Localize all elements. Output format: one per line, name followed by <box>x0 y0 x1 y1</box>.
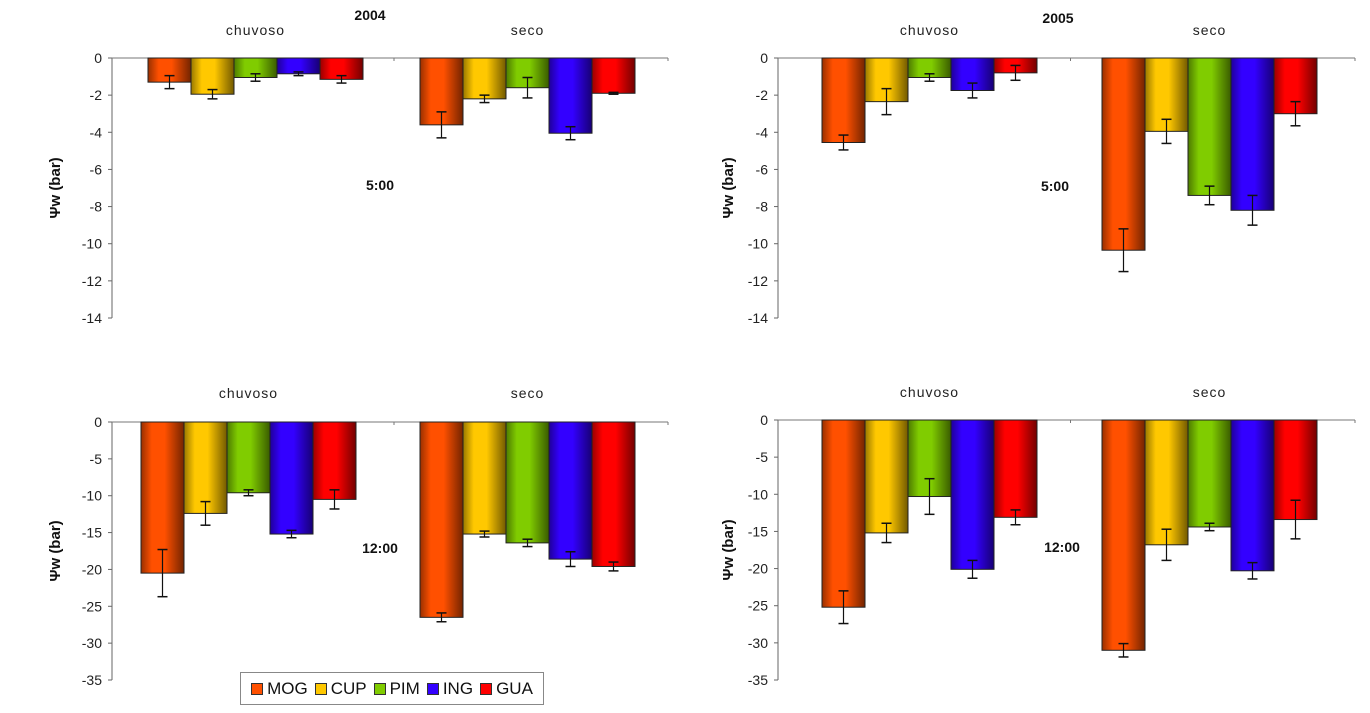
y-tick-label: -5 <box>756 449 769 465</box>
legend-label: GUA <box>496 678 533 698</box>
time-label: 5:00 <box>366 177 394 193</box>
y-tick-label: -12 <box>748 273 768 289</box>
time-label: 12:00 <box>1044 539 1080 555</box>
time-label: 5:00 <box>1041 178 1069 194</box>
y-tick-label: -2 <box>756 87 769 103</box>
bar-gua-chuvoso <box>993 419 1038 518</box>
y-tick-label: -10 <box>748 486 768 502</box>
y-tick-label: -6 <box>756 161 769 177</box>
y-axis-label: Ψw (bar) <box>47 520 64 581</box>
y-tick-label: -35 <box>748 672 768 688</box>
category-label-seco: seco <box>511 22 545 38</box>
y-tick-label: -5 <box>90 451 103 467</box>
legend-swatch-cup <box>314 682 327 695</box>
category-label-seco: seco <box>1193 384 1227 400</box>
y-tick-label: -15 <box>82 525 102 541</box>
bar-ing-seco <box>548 57 593 134</box>
bar-cup-seco <box>462 57 507 100</box>
legend-swatch-gua <box>480 682 493 695</box>
y-tick-label: -25 <box>748 598 768 614</box>
bar-mog-seco <box>419 421 464 618</box>
bar-ing-chuvoso <box>269 421 314 535</box>
bar-pim-chuvoso <box>226 421 271 494</box>
year-label-2004: 2004 <box>354 7 385 23</box>
y-tick-label: -15 <box>748 523 768 539</box>
bar-mog-chuvoso <box>821 419 866 608</box>
y-tick-label: -10 <box>82 236 102 252</box>
category-label-chuvoso: chuvoso <box>226 22 285 38</box>
y-axis-label: Ψw (bar) <box>720 519 737 580</box>
y-tick-label: -35 <box>82 672 102 688</box>
category-label-seco: seco <box>1193 22 1227 38</box>
bar-cup-chuvoso <box>190 57 235 95</box>
legend-item-pim: PIM <box>373 678 420 699</box>
y-tick-label: -20 <box>748 561 768 577</box>
legend-swatch-mog <box>251 682 264 695</box>
y-tick-label: 0 <box>760 412 768 428</box>
category-label-chuvoso: chuvoso <box>900 22 959 38</box>
category-label-seco: seco <box>511 385 545 401</box>
bar-cup-seco <box>462 421 507 535</box>
y-axis-label: Ψw (bar) <box>720 157 737 218</box>
legend: MOG CUP PIM ING GUA <box>240 672 544 705</box>
y-tick-label: -4 <box>90 124 103 140</box>
bar-mog-seco <box>1101 419 1146 651</box>
legend-label: MOG <box>267 678 308 698</box>
legend-label: ING <box>442 678 474 698</box>
bar-pim-seco <box>1187 57 1232 196</box>
y-tick-label: -30 <box>748 635 768 651</box>
bar-pim-seco <box>1187 419 1232 528</box>
y-tick-label: -8 <box>90 199 103 215</box>
y-tick-label: -8 <box>756 199 769 215</box>
y-tick-label: -30 <box>82 635 102 651</box>
y-tick-label: -6 <box>90 161 103 177</box>
bar-cup-chuvoso <box>864 419 909 534</box>
y-tick-label: 0 <box>760 50 768 66</box>
y-tick-label: -14 <box>82 310 102 326</box>
bar-gua-seco <box>591 421 636 567</box>
legend-item-ing: ING <box>426 678 474 699</box>
legend-swatch-pim <box>373 682 386 695</box>
bar-mog-chuvoso <box>140 421 185 574</box>
y-tick-label: -25 <box>82 598 102 614</box>
bar-gua-chuvoso <box>312 421 357 500</box>
bar-cup-seco <box>1144 419 1189 546</box>
bar-ing-chuvoso <box>950 419 995 570</box>
legend-item-gua: GUA <box>480 679 533 699</box>
y-tick-label: -12 <box>82 273 102 289</box>
legend-item-mog: MOG <box>251 679 308 699</box>
bar-ing-seco <box>1230 57 1275 211</box>
category-label-chuvoso: chuvoso <box>219 385 278 401</box>
y-tick-label: -4 <box>756 124 769 140</box>
bar-ing-seco <box>548 421 593 560</box>
bar-gua-seco <box>591 57 636 94</box>
y-axis-label: Ψw (bar) <box>47 157 64 218</box>
y-tick-label: -2 <box>90 87 103 103</box>
bar-cup-chuvoso <box>183 421 228 514</box>
bar-mog-seco <box>1101 57 1146 251</box>
legend-label: PIM <box>389 678 420 698</box>
y-tick-label: -10 <box>748 236 768 252</box>
year-label-2005: 2005 <box>1042 10 1073 26</box>
bar-pim-seco <box>505 421 550 544</box>
legend-swatch-ing <box>426 682 439 695</box>
y-tick-label: -20 <box>82 561 102 577</box>
legend-item-cup: CUP <box>314 678 367 699</box>
category-label-chuvoso: chuvoso <box>900 384 959 400</box>
y-tick-label: 0 <box>94 414 102 430</box>
y-tick-label: -10 <box>82 488 102 504</box>
y-tick-label: -14 <box>748 310 768 326</box>
bar-ing-seco <box>1230 419 1275 572</box>
bar-mog-chuvoso <box>821 57 866 143</box>
legend-label: CUP <box>330 678 367 698</box>
y-tick-label: 0 <box>94 50 102 66</box>
time-label: 12:00 <box>362 540 398 556</box>
